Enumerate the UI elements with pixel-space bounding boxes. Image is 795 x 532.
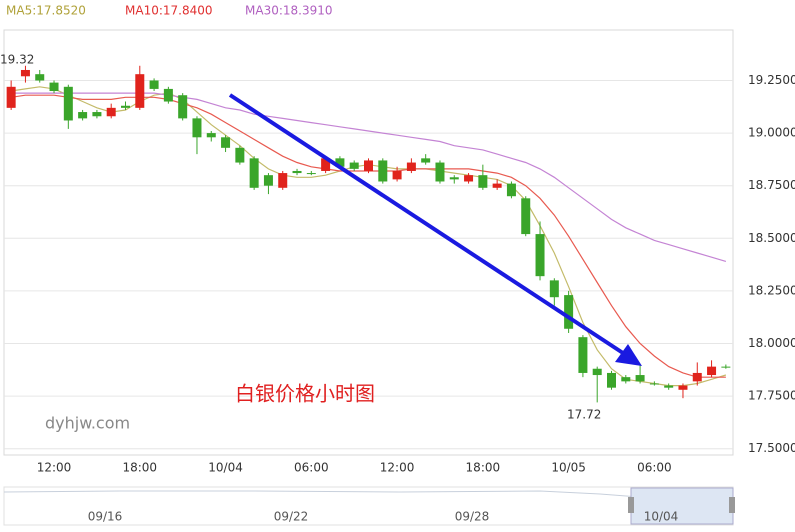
plot-frame (3, 29, 734, 456)
candle-body (592, 368, 602, 376)
candle-body (278, 173, 288, 188)
candles (6, 65, 731, 403)
max-label: 19.32 (0, 53, 34, 67)
candle-body (249, 158, 259, 188)
navigator-label: 10/04 (644, 510, 679, 524)
watermark: 白银价格小时图 (235, 382, 375, 406)
ma-line (11, 92, 727, 262)
candle-body (649, 383, 659, 385)
navigator-label: 09/28 (455, 510, 490, 524)
candle-body (335, 158, 345, 167)
candle-body (692, 372, 702, 382)
candle-body (364, 160, 373, 171)
candle-body (435, 162, 445, 182)
x-tick-label: 10/04 (208, 461, 243, 475)
candle-body (406, 162, 416, 171)
candle-body (549, 280, 559, 298)
y-tick-label: 18.7500 (748, 178, 795, 192)
x-tick-label: 06:00 (637, 461, 672, 475)
navigator-label: 09/22 (274, 510, 309, 524)
x-tick-label: 10/05 (551, 461, 586, 475)
y-tick-label: 18.0000 (748, 336, 795, 350)
candle-body (292, 170, 302, 174)
grid: 17.5000 17.7500 18.0000 18.2500 18.5000 18.75… (4, 73, 795, 475)
arrow-head (615, 344, 642, 366)
y-tick-label: 17.5000 (748, 441, 795, 455)
candle-body (92, 112, 102, 117)
candle-body (192, 118, 202, 138)
candle-body (578, 337, 588, 373)
candle-body (421, 158, 431, 163)
candle-body (206, 133, 216, 138)
arrow-shaft (228, 93, 628, 357)
candle-body (635, 375, 645, 382)
y-tick-label: 19.0000 (748, 126, 795, 140)
candle-body (178, 95, 188, 119)
candle-body (35, 74, 45, 81)
candle-body (535, 234, 545, 277)
candle-body (707, 366, 717, 376)
candle-body (321, 158, 331, 171)
min-label: 17.72 (567, 408, 601, 422)
x-tick-label: 18:00 (122, 461, 157, 475)
navigator-handle[interactable] (628, 497, 634, 513)
candle-body (78, 112, 88, 119)
candle-body (478, 175, 488, 188)
y-tick-label: 19.2500 (748, 73, 795, 87)
legend: MA5:17.8520 MA10:17.8400 MA30:18.3910 (6, 4, 333, 18)
candle-body (63, 86, 73, 121)
x-tick-label: 12:00 (380, 461, 415, 475)
candle-body (149, 80, 159, 89)
candle-body (49, 82, 59, 92)
candle-body (221, 137, 231, 148)
candle-body (235, 147, 245, 163)
candle-body (263, 175, 273, 186)
candle-body (607, 372, 616, 388)
candle-body (521, 198, 531, 235)
candle-body (378, 160, 388, 182)
site-label: dyhjw.com (45, 414, 130, 433)
x-tick-label: 06:00 (294, 461, 329, 475)
candle-body (449, 177, 459, 180)
x-tick-label: 18:00 (466, 461, 501, 475)
legend-entry: MA30:18.3910 (245, 4, 333, 18)
navigator-handle[interactable] (729, 497, 735, 513)
candle-body (664, 385, 674, 388)
candle-body (306, 173, 316, 175)
ma-lines (11, 86, 727, 387)
ma-line (11, 86, 727, 387)
candle-body (721, 366, 731, 368)
ma-line (11, 94, 726, 378)
candle-body (106, 107, 116, 117)
candle-body (121, 105, 130, 108)
navigator (3, 486, 735, 526)
candle-body (621, 377, 631, 382)
y-tick-label: 18.5000 (748, 231, 795, 245)
x-tick-label: 12:00 (37, 461, 72, 475)
y-tick-label: 18.2500 (748, 283, 795, 297)
candle-body (163, 88, 173, 102)
navigator-frame (3, 486, 734, 526)
navigator-label: 09/16 (88, 510, 123, 524)
candle-body (678, 385, 688, 390)
candle-body (135, 74, 145, 108)
legend-entry: MA10:17.8400 (125, 4, 213, 18)
trend-arrow (228, 93, 642, 366)
legend-entry: MA5:17.8520 (6, 4, 86, 18)
candle-body (20, 69, 30, 77)
candle-body (392, 170, 402, 180)
candle-body (506, 183, 516, 197)
candle-body (492, 183, 502, 188)
candle-body (464, 175, 474, 182)
candle-body (564, 295, 574, 329)
candle-body (6, 86, 16, 108)
y-tick-label: 17.7500 (748, 389, 795, 403)
candle-body (349, 162, 359, 169)
